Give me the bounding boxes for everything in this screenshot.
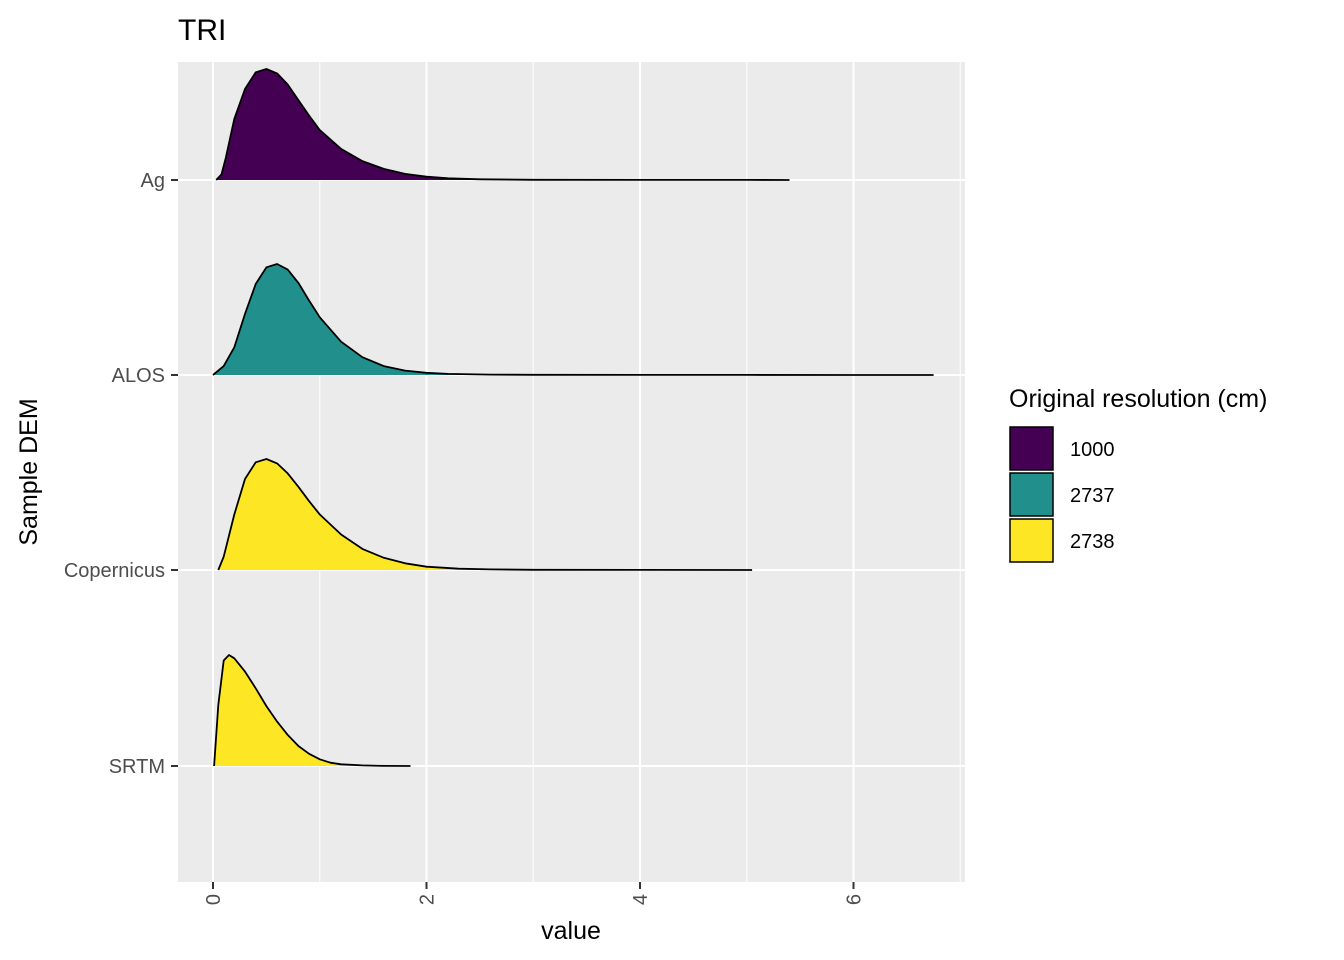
legend-label-1000: 1000 — [1070, 439, 1115, 461]
legend: Original resolution (cm) 1000 2737 2738 — [1009, 385, 1267, 563]
legend-swatch-2737 — [1009, 472, 1054, 517]
x-tick-label: 4 — [630, 894, 652, 905]
ridge-area-srtm — [214, 655, 411, 766]
density-ridges — [212, 68, 934, 767]
legend-swatch-2738 — [1009, 518, 1054, 563]
legend-title: Original resolution (cm) — [1009, 385, 1267, 413]
ridge-area-ag — [216, 69, 790, 180]
legend-swatch-1000 — [1009, 426, 1054, 471]
y-tick-label: Ag — [141, 170, 165, 192]
x-axis-title: value — [541, 917, 601, 945]
y-axis: Ag ALOS Copernicus SRTM — [64, 170, 178, 778]
ridge-outline-srtm — [213, 654, 411, 767]
y-tick-label: SRTM — [109, 756, 165, 778]
chart-title: TRI — [178, 14, 226, 47]
x-tick-label: 2 — [417, 894, 439, 905]
legend-entries: 1000 2737 2738 — [1009, 426, 1115, 563]
x-tick-label: 0 — [203, 894, 225, 905]
ridge-outline-ag — [215, 68, 790, 181]
legend-label-2737: 2737 — [1070, 485, 1115, 507]
y-tick-label: ALOS — [112, 365, 165, 387]
x-tick-label: 6 — [844, 894, 866, 905]
x-axis: 0 2 4 6 — [203, 882, 866, 905]
ridge-outline-alos — [212, 263, 934, 376]
ridge-area-alos — [213, 264, 934, 375]
plot-panel — [178, 62, 965, 882]
y-tick-label: Copernicus — [64, 560, 165, 582]
legend-label-2738: 2738 — [1070, 531, 1115, 553]
y-axis-title: Sample DEM — [15, 398, 43, 545]
ridge-outline-copernicus — [217, 458, 753, 571]
